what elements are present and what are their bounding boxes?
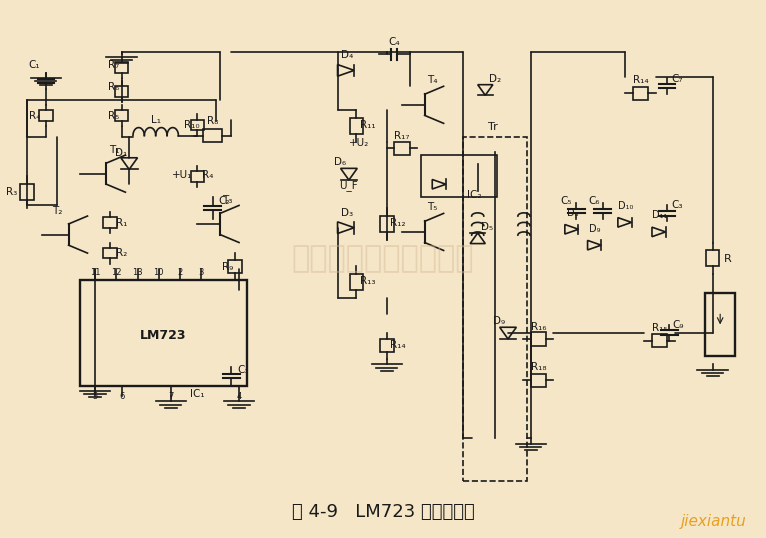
Text: +U₁: +U₁	[172, 170, 192, 180]
Bar	[103, 248, 117, 258]
Text: 图 4-9   LM723 控制的电源: 图 4-9 LM723 控制的电源	[292, 502, 474, 521]
Text: R₁₇: R₁₇	[394, 131, 410, 141]
Bar	[421, 155, 496, 197]
Text: 13: 13	[133, 268, 142, 277]
Text: R₂: R₂	[116, 249, 127, 258]
Text: R₉: R₉	[222, 261, 234, 272]
Bar	[349, 118, 363, 134]
Text: C₃: C₃	[237, 365, 249, 375]
Bar	[115, 86, 129, 97]
Bar	[103, 217, 117, 228]
Text: R₁: R₁	[116, 218, 127, 228]
Text: LM723: LM723	[140, 329, 187, 342]
Text: R₅: R₅	[109, 111, 119, 121]
Bar	[463, 137, 527, 481]
Text: R₄: R₄	[29, 111, 40, 121]
Text: R₁₄: R₁₄	[633, 75, 649, 84]
Text: R₁₃: R₁₃	[360, 276, 375, 286]
Text: D₄: D₄	[342, 50, 354, 60]
Bar	[531, 373, 546, 387]
Text: R₁₆: R₁₆	[531, 322, 546, 331]
Bar	[394, 141, 410, 155]
Bar	[380, 339, 394, 352]
Text: 10: 10	[153, 268, 164, 277]
Text: 6: 6	[119, 392, 124, 401]
Text: IC₁: IC₁	[190, 389, 205, 399]
Text: 11: 11	[90, 268, 100, 277]
Text: U_F: U_F	[339, 180, 358, 190]
Text: jiexiantu: jiexiantu	[681, 514, 747, 528]
Text: R₈: R₈	[207, 116, 218, 126]
Bar	[633, 87, 648, 100]
Text: T₅: T₅	[427, 202, 437, 212]
Text: R₁₄: R₁₄	[391, 339, 406, 350]
Text: +U₂: +U₂	[349, 138, 369, 148]
Text: 12: 12	[111, 268, 122, 277]
Text: R₁₁: R₁₁	[360, 119, 375, 130]
Text: D₂: D₂	[489, 74, 501, 83]
Bar	[203, 129, 222, 142]
Text: L₁: L₁	[151, 115, 161, 125]
Text: D₉: D₉	[589, 223, 601, 233]
Bar	[115, 62, 129, 73]
Text: 7: 7	[169, 392, 174, 401]
Text: T₄: T₄	[427, 75, 437, 84]
Text: C₂: C₂	[218, 196, 230, 207]
Bar	[191, 171, 205, 182]
Text: D₁₀: D₁₀	[617, 201, 633, 211]
Text: D₁: D₁	[116, 148, 128, 158]
Text: C₁: C₁	[28, 60, 41, 70]
Bar	[20, 184, 34, 200]
Bar	[191, 119, 205, 130]
Bar	[115, 110, 129, 121]
Bar	[349, 274, 363, 290]
Text: R₁₂: R₁₂	[391, 218, 406, 228]
Text: C₃: C₃	[671, 200, 683, 210]
Bar	[39, 110, 53, 121]
Bar	[80, 280, 247, 386]
Text: IC₂: IC₂	[466, 190, 481, 200]
Text: C₉: C₉	[673, 320, 684, 330]
Text: 4: 4	[237, 392, 241, 401]
Text: 5: 5	[93, 392, 98, 401]
Bar	[705, 251, 719, 266]
Text: R₄: R₄	[201, 170, 213, 180]
Text: T₁: T₁	[109, 145, 119, 155]
Text: T₂: T₂	[52, 206, 62, 216]
Text: R₇: R₇	[109, 60, 119, 70]
Text: D₈: D₈	[567, 208, 578, 218]
Text: R₃: R₃	[6, 188, 18, 197]
Text: Tr: Tr	[488, 122, 498, 132]
Text: 杭州诺睿科技有限公司: 杭州诺睿科技有限公司	[292, 244, 474, 273]
Text: D₆: D₆	[334, 157, 346, 167]
Text: D₉: D₉	[493, 316, 505, 326]
Bar	[380, 216, 394, 232]
Text: C₄: C₄	[388, 37, 400, 47]
Text: T₃: T₃	[222, 195, 233, 206]
Bar	[228, 260, 242, 273]
Text: 2: 2	[177, 268, 182, 277]
Text: 3: 3	[198, 268, 204, 277]
Text: R: R	[724, 254, 732, 264]
Bar	[531, 332, 546, 345]
Text: R₁₅: R₁₅	[652, 323, 667, 332]
Text: R₁₈: R₁₈	[531, 362, 546, 372]
Text: C₇: C₇	[671, 74, 683, 83]
Text: D₁₁: D₁₁	[652, 210, 667, 220]
Bar	[705, 293, 735, 356]
Text: R₆: R₆	[109, 82, 119, 91]
Text: C₆: C₆	[588, 196, 599, 207]
Bar	[652, 334, 667, 347]
Text: D₃: D₃	[342, 208, 353, 218]
Text: R₁₀: R₁₀	[185, 119, 200, 130]
Text: C₅: C₅	[561, 196, 572, 207]
Text: D₅: D₅	[482, 222, 493, 232]
